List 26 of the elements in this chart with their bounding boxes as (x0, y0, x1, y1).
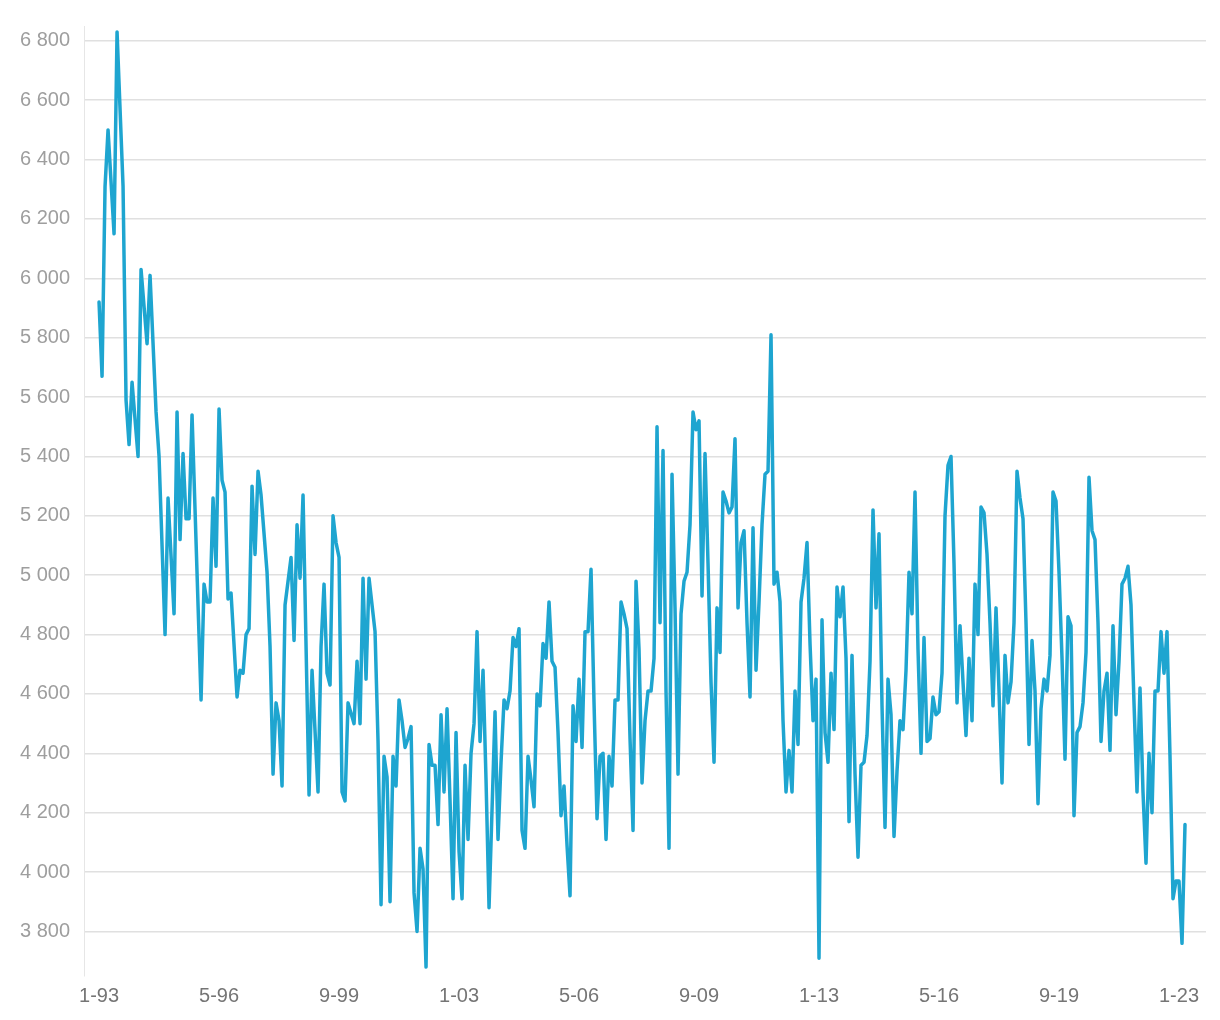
x-tick-label: 5-96 (199, 983, 240, 1006)
y-tick-label: 6 200 (19, 206, 71, 229)
x-tick-label: 5-06 (559, 983, 600, 1006)
y-tick-label: 5 600 (19, 384, 71, 407)
x-tick-label: 1-03 (439, 983, 480, 1006)
y-tick-label: 6 800 (19, 28, 71, 51)
y-tick-label: 5 000 (19, 562, 71, 585)
y-tick-label: 4 200 (19, 800, 71, 823)
x-tick-label: 1-93 (79, 983, 120, 1006)
y-tick-label: 6 600 (19, 87, 71, 110)
y-tick-label: 4 600 (19, 681, 71, 704)
y-tick-label: 5 800 (19, 325, 71, 348)
y-tick-label: 5 200 (19, 503, 71, 526)
y-tick-label: 4 000 (19, 859, 71, 882)
x-tick-label: 9-19 (1038, 983, 1080, 1006)
y-tick-label: 3 800 (19, 918, 71, 941)
x-tick-label: 1-13 (799, 983, 840, 1006)
y-tick-label: 4 400 (19, 740, 71, 763)
y-tick-label: 4 800 (19, 622, 71, 645)
y-tick-label: 5 400 (19, 443, 71, 466)
x-tick-label: 9-09 (679, 983, 720, 1006)
x-tick-label: 1-23 (1158, 983, 1200, 1006)
x-tick-label: 9-99 (319, 983, 360, 1006)
x-tick-label: 5-16 (919, 983, 960, 1006)
y-tick-label: 6 400 (19, 147, 71, 170)
y-tick-label: 6 000 (19, 265, 71, 288)
